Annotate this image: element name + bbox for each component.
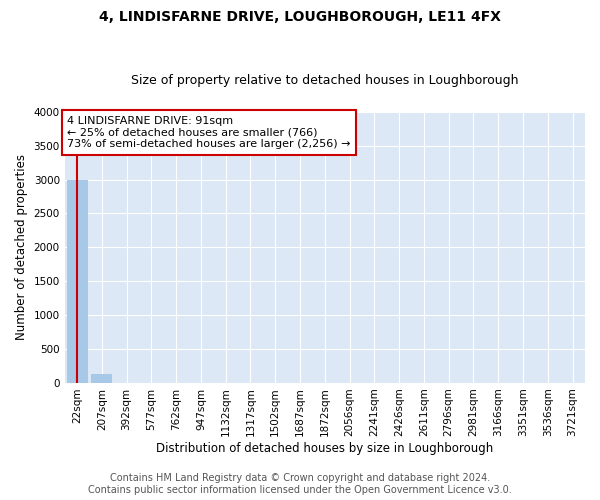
Bar — [91, 374, 112, 383]
Text: 4 LINDISFARNE DRIVE: 91sqm
← 25% of detached houses are smaller (766)
73% of sem: 4 LINDISFARNE DRIVE: 91sqm ← 25% of deta… — [67, 116, 351, 149]
Text: 4, LINDISFARNE DRIVE, LOUGHBOROUGH, LE11 4FX: 4, LINDISFARNE DRIVE, LOUGHBOROUGH, LE11… — [99, 10, 501, 24]
Y-axis label: Number of detached properties: Number of detached properties — [15, 154, 28, 340]
X-axis label: Distribution of detached houses by size in Loughborough: Distribution of detached houses by size … — [156, 442, 493, 455]
Text: Contains HM Land Registry data © Crown copyright and database right 2024.
Contai: Contains HM Land Registry data © Crown c… — [88, 474, 512, 495]
Title: Size of property relative to detached houses in Loughborough: Size of property relative to detached ho… — [131, 74, 518, 87]
Bar — [67, 180, 88, 383]
